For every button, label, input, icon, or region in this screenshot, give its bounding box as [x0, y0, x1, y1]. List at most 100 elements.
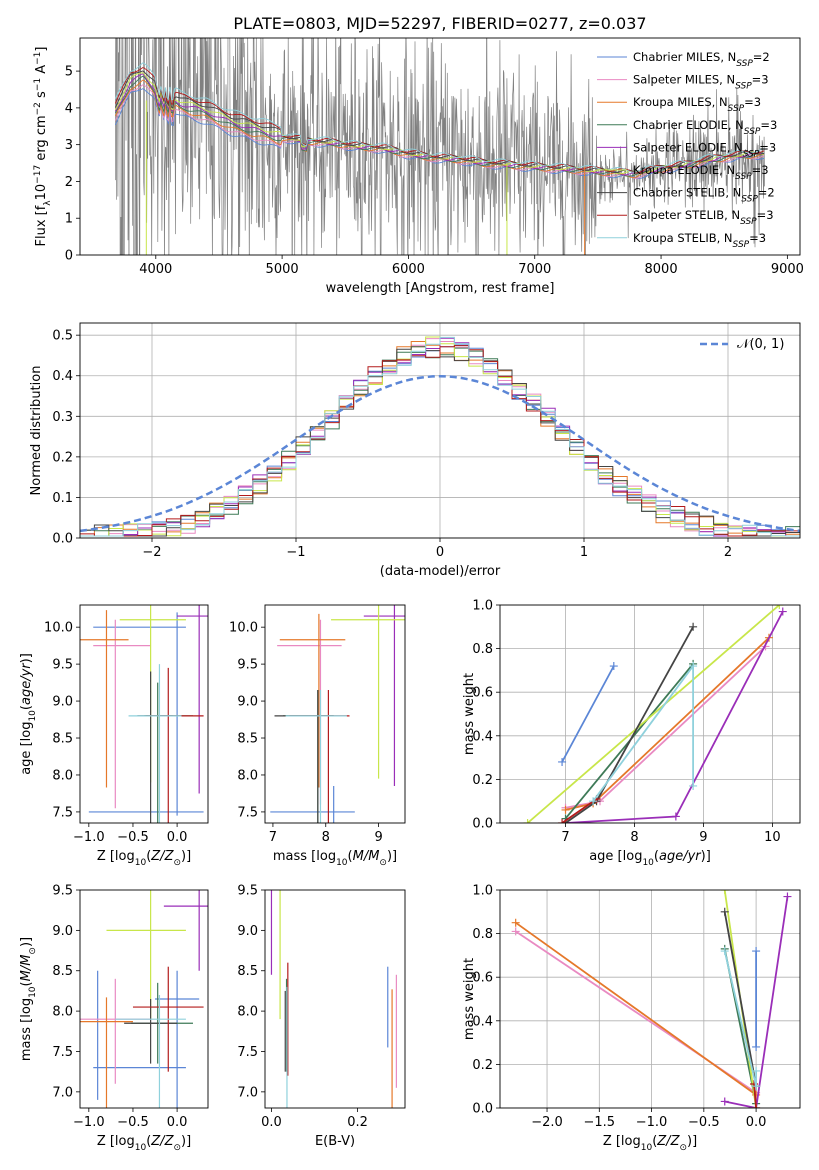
- y-tick-label: 10.0: [229, 621, 258, 636]
- weight-line-kroupa_miles: [515, 921, 757, 1096]
- axes-residuals: −2 −1 0 1 2 0.0 0.1 0.2 0.3 0.4 0.5 (data-model)/er…: [29, 322, 801, 579]
- label-part: =3: [752, 73, 769, 87]
- y-tick-label: 0.0: [472, 1102, 493, 1117]
- y-tick-label: 7.0: [237, 1085, 258, 1100]
- x-axis-label: E(B-V): [315, 1134, 355, 1149]
- label-part: ⊙: [679, 1143, 687, 1153]
- x-tick-label: 9000: [771, 262, 804, 277]
- y-axis-label: mass [log10(M/M⊙)]: [19, 937, 38, 1061]
- label-part: =3: [757, 208, 774, 222]
- weight-marker-kroupa_stelib: [720, 947, 729, 956]
- label-part: =3: [749, 231, 766, 245]
- legend-entry: Salpeter ELODIE, NSSP=3: [633, 140, 776, 159]
- label-part: =2: [758, 186, 775, 200]
- label-part: Chabrier ELODIE, N: [633, 118, 744, 132]
- x-tick-label: −1.5: [584, 1115, 616, 1130]
- label-part: Z/Z: [656, 1134, 680, 1149]
- label-part: SSP: [744, 127, 761, 137]
- label-part: (: [652, 1134, 657, 1149]
- y-tick-label: 0.6: [472, 971, 493, 986]
- label-part: Chabrier STELIB, N: [633, 186, 741, 200]
- residual-hist-kroupa_stelib: [80, 336, 800, 537]
- axes-frame: [79, 889, 209, 1109]
- label-part: Chabrier MILES, N: [633, 50, 736, 64]
- weight-line-salpeter_elodie: [724, 896, 789, 1108]
- label-part: −1: [33, 52, 43, 65]
- y-tick-label: 0.4: [472, 1014, 493, 1029]
- label-part: ⊙: [173, 1143, 181, 1153]
- plot-area-z_mass: [80, 890, 208, 1108]
- x-tick-label: 6000: [392, 262, 425, 277]
- x-axis-label: Z [log10(Z/Z⊙)]: [97, 1134, 191, 1153]
- y-tick-label: 0.2: [472, 1058, 493, 1073]
- weight-line-kroupa_stelib: [592, 663, 694, 802]
- legend-entry: Salpeter MILES, NSSP=3: [633, 73, 769, 92]
- label-part: mass [log: [19, 998, 34, 1061]
- weight-marker-kroupa_elodie: [775, 605, 784, 609]
- label-part: ⊙: [28, 947, 38, 955]
- y-tick-label: 7.5: [237, 805, 258, 820]
- weight-marker-kroupa_stelib: [589, 797, 598, 806]
- label-part: age/yr: [659, 849, 702, 864]
- y-tick-label: 0.3: [52, 410, 73, 425]
- x-tick-label: −0.5: [117, 1115, 149, 1130]
- y-tick-label: 0.4: [472, 729, 493, 744]
- y-tick-label: 7.5: [52, 805, 73, 820]
- label-part: age/yr: [19, 662, 34, 705]
- x-tick-label: −1.0: [73, 830, 105, 845]
- label-part: SSP: [743, 149, 760, 159]
- x-tick-label: 8: [630, 830, 638, 845]
- label-part: =3: [744, 95, 761, 109]
- y-tick-label: 3: [65, 138, 73, 153]
- axes-mass_age: 7 8 9 7.5 8.0 8.5 9.0 9.5 10.0 mass [log10(M/M⊙)]: [229, 604, 406, 868]
- y-axis-label: mass weight: [462, 958, 477, 1040]
- label-part: s: [34, 91, 49, 102]
- label-part: ⊙: [379, 858, 387, 868]
- label-part: 10: [336, 858, 348, 868]
- weight-marker-kroupa_elodie: [720, 890, 729, 894]
- label-part: SSP: [735, 82, 752, 92]
- label-part: 10: [34, 184, 49, 201]
- weight-marker-chabrier_miles: [558, 757, 567, 766]
- plot-area-age_weight: [500, 605, 800, 823]
- label-part: M/M: [19, 955, 34, 982]
- x-tick-label: 7: [561, 830, 569, 845]
- label-part: =3: [752, 163, 769, 177]
- weight-marker-kroupa_stelib: [752, 1082, 761, 1091]
- axes-z_weight: −2.0 −1.5 −1.0 −0.5 0.0 0.0 0.2 0.4 0.6 0.8 1.0 Z […: [462, 884, 801, 1153]
- y-tick-label: 0.8: [472, 927, 493, 942]
- weight-marker-chabrier_miles: [752, 1042, 761, 1051]
- x-tick-label: 9: [699, 830, 707, 845]
- label-part: =2: [753, 50, 770, 64]
- label-part: 10: [642, 858, 654, 868]
- plot-area-spectrum: [114, 38, 765, 255]
- label-part: )]: [387, 849, 397, 864]
- y-tick-label: 8.5: [52, 732, 73, 747]
- label-part: Flux [f: [34, 205, 49, 246]
- weight-line-kroupa_elodie: [527, 605, 780, 823]
- weight-marker-salpeter_stelib: [558, 819, 567, 823]
- x-tick-label: 0.0: [261, 1115, 282, 1130]
- label-part: )]: [701, 849, 711, 864]
- y-tick-label: 7.0: [52, 1085, 73, 1100]
- legend: Chabrier MILES, N SSP =2 Salpeter MILES, NS…: [597, 50, 777, 250]
- axes-frame: [79, 322, 801, 539]
- y-tick-label: 9.5: [237, 884, 258, 899]
- label-part: M/M: [353, 849, 380, 864]
- x-tick-label: −2.0: [531, 1115, 563, 1130]
- axes-frame: [264, 889, 406, 1109]
- label-part: )]: [181, 849, 191, 864]
- residual-hist-salpeter_elodie: [80, 337, 800, 537]
- y-tick-label: 1.0: [472, 884, 493, 899]
- y-tick-label: 7.5: [237, 1045, 258, 1060]
- label-part: −17: [33, 165, 43, 184]
- x-tick-label: 7000: [518, 262, 551, 277]
- y-tick-label: 9.5: [52, 658, 73, 673]
- x-tick-label: 0: [436, 545, 444, 560]
- axes-ebv_mass: 0.0 0.2 7.0 7.5 8.0 8.5 9.0 9.5 E(B-V): [237, 884, 406, 1149]
- label-part: )]: [19, 653, 34, 663]
- y-tick-label: 10.0: [44, 621, 73, 636]
- model-spectrum-kroupa_stelib: [114, 62, 765, 173]
- y-tick-label: 0.8: [472, 642, 493, 657]
